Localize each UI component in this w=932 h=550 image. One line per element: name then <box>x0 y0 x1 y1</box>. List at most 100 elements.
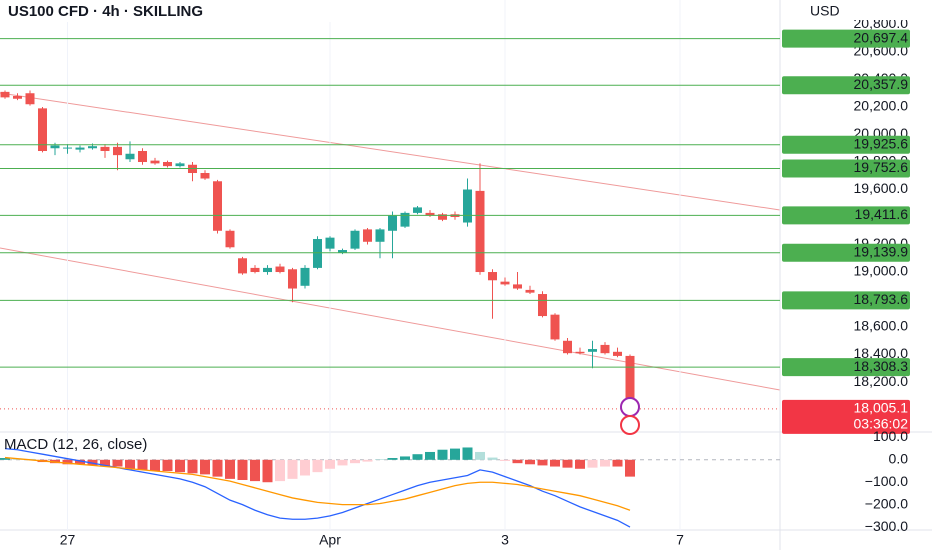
histogram-bar <box>587 459 598 468</box>
histogram-bar <box>212 459 223 477</box>
histogram-bar <box>350 459 360 464</box>
candle-body <box>163 162 172 167</box>
candle-body <box>38 108 47 152</box>
candle-body <box>113 146 122 156</box>
histogram-bar <box>412 454 423 460</box>
candle-body <box>463 189 472 223</box>
level-label-bg <box>782 135 910 154</box>
level-label: 20,357.9 <box>854 76 909 92</box>
y-tick-label: 19,600.0 <box>854 180 909 196</box>
histogram-bar <box>300 459 310 476</box>
level-label-bg <box>782 76 910 95</box>
candle-body <box>200 173 210 179</box>
event-icon[interactable] <box>620 397 640 417</box>
histogram-bar <box>437 449 448 460</box>
y-tick-label: −100.0 <box>865 473 908 489</box>
axis-unit: USD <box>810 3 840 19</box>
candle-body <box>425 212 435 216</box>
histogram-bar <box>275 459 285 482</box>
histogram-bar <box>550 459 560 467</box>
histogram-bar <box>237 459 248 480</box>
histogram-bar <box>325 459 335 469</box>
candle-body <box>75 147 85 150</box>
candle-body <box>475 190 485 273</box>
candle-body <box>25 93 35 105</box>
histogram-bar <box>362 459 373 462</box>
histogram-bar <box>262 459 273 483</box>
histogram-bar <box>62 459 73 465</box>
candle-body <box>363 229 372 242</box>
macd-line <box>4 456 631 511</box>
candle-body <box>588 349 597 352</box>
histogram-bar <box>112 459 123 467</box>
candle-body <box>250 267 260 273</box>
candle-body <box>275 266 285 273</box>
candle-body <box>138 151 147 163</box>
countdown: 03:36:02 <box>854 416 909 432</box>
candle-body <box>625 355 635 409</box>
macd-title: MACD (12, 26, close) <box>4 436 147 453</box>
y-tick-label: 20,200.0 <box>854 98 909 114</box>
candle-body <box>550 314 560 340</box>
level-label: 19,752.6 <box>854 159 909 175</box>
histogram-bar <box>75 459 85 465</box>
last-price-bg <box>782 399 910 434</box>
histogram-bar <box>500 459 510 461</box>
header-bg <box>0 0 400 22</box>
histogram-bar <box>450 448 460 460</box>
histogram-bar <box>562 459 573 468</box>
overlay: US100 CFD · 4h · SKILLING USD MACD (12, … <box>0 0 932 453</box>
histogram-bar <box>225 459 235 479</box>
candle-body <box>613 351 622 356</box>
histogram-bar <box>187 459 198 474</box>
candle-body <box>225 230 235 248</box>
candle-body <box>388 215 397 231</box>
candle-body <box>50 145 60 149</box>
candle-body <box>325 237 335 249</box>
y-tick-label: 18,600.0 <box>854 318 909 334</box>
level-label: 19,139.9 <box>854 243 909 259</box>
candle-body <box>488 272 497 281</box>
histogram-bar <box>512 459 523 464</box>
candle-body <box>263 267 272 273</box>
candle-body <box>600 344 610 354</box>
candle-body <box>338 250 347 253</box>
histogram-bar <box>162 459 173 472</box>
candle-body <box>500 281 510 285</box>
histogram-bar <box>625 459 635 477</box>
candle-body <box>350 230 360 249</box>
candle-body <box>213 181 222 231</box>
y-tick-label: 19,000.0 <box>854 263 909 279</box>
histogram-bar <box>375 459 385 460</box>
candle-body <box>288 269 297 289</box>
level-label: 18,793.6 <box>854 291 909 307</box>
axis-header-bg <box>782 0 932 20</box>
x-tick-label: 7 <box>676 532 684 548</box>
candle-body <box>125 153 135 160</box>
histogram-bar <box>175 459 185 473</box>
x-tick-label: 27 <box>60 532 76 548</box>
y-tick-label: −200.0 <box>865 495 908 511</box>
y-tick-label: 18,200.0 <box>854 373 909 389</box>
histogram-bar <box>0 458 10 460</box>
candle-body <box>413 207 422 213</box>
histogram-bar <box>337 459 348 466</box>
histogram-bar <box>250 459 260 482</box>
histogram-bar <box>537 459 548 466</box>
event-icon[interactable] <box>620 415 640 435</box>
level-label-bg <box>782 358 910 377</box>
level-label: 18,308.3 <box>854 358 909 374</box>
candle-body <box>313 239 322 268</box>
macd-line <box>4 447 631 528</box>
histogram-bar <box>525 459 535 465</box>
candle-body <box>63 147 72 149</box>
candle-body <box>438 214 447 220</box>
histogram-bar <box>200 459 210 475</box>
histogram-bar <box>425 451 435 460</box>
candle-body <box>300 267 310 286</box>
candle-body <box>100 146 110 152</box>
level-label: 19,925.6 <box>854 135 909 151</box>
y-tick-label: 100.0 <box>873 428 908 444</box>
histogram-bar <box>462 447 473 460</box>
